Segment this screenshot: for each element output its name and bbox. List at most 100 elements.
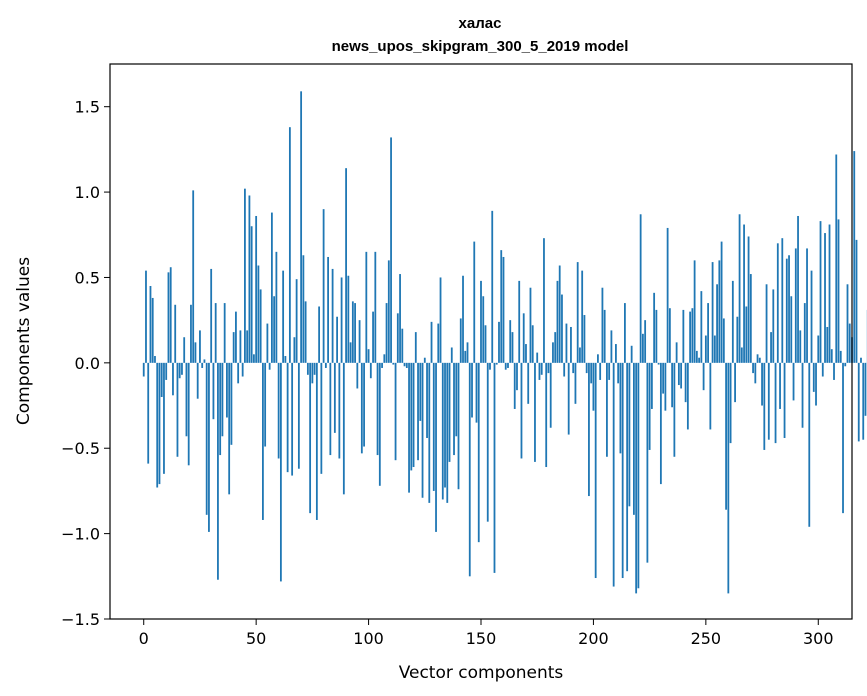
bar <box>208 362 210 532</box>
bar <box>466 342 469 363</box>
y-axis-ticks: −1.5 −1.0 −0.5 0.0 0.5 1.0 1.5 <box>61 98 110 629</box>
bar <box>444 362 446 488</box>
bar <box>439 277 442 363</box>
bar <box>545 362 548 468</box>
bar <box>446 362 449 503</box>
bar <box>833 362 835 380</box>
bar <box>169 267 172 363</box>
bar <box>853 151 856 363</box>
bar <box>264 362 267 447</box>
bar <box>297 362 300 469</box>
bar <box>558 265 561 363</box>
bar <box>709 362 712 430</box>
bar <box>619 362 622 454</box>
bar <box>273 296 276 363</box>
bar <box>266 323 269 363</box>
bar <box>453 362 455 456</box>
bar <box>511 332 514 363</box>
bar <box>473 241 476 363</box>
bar <box>277 362 280 459</box>
bar <box>689 311 692 363</box>
bar <box>552 342 554 363</box>
bar <box>754 362 757 384</box>
bar <box>190 304 192 363</box>
bar <box>650 362 653 409</box>
bar <box>527 362 530 404</box>
bar <box>160 362 163 397</box>
bar <box>839 350 842 363</box>
bar <box>734 362 736 403</box>
bar <box>628 362 631 507</box>
bar <box>779 362 781 409</box>
bar <box>556 280 559 363</box>
bar <box>376 362 379 456</box>
bar <box>228 362 231 495</box>
bar <box>815 362 817 406</box>
bar <box>163 362 165 474</box>
bar <box>300 91 303 363</box>
bar <box>576 262 579 363</box>
bar <box>295 279 298 363</box>
bar <box>797 215 799 363</box>
bar <box>666 227 669 363</box>
bar <box>624 303 626 363</box>
bar <box>313 362 316 375</box>
bar <box>365 251 368 363</box>
y-tick-label: −1.0 <box>61 525 100 544</box>
bar <box>536 352 539 363</box>
bar <box>716 284 718 363</box>
bar <box>758 357 761 363</box>
bar <box>606 362 608 457</box>
bar <box>223 303 226 363</box>
x-tick-label: 50 <box>246 629 266 648</box>
bar <box>731 280 734 363</box>
bar <box>767 362 770 440</box>
bar <box>394 362 397 461</box>
bar <box>518 280 521 363</box>
bar <box>504 362 507 370</box>
bar <box>770 332 772 363</box>
bar <box>396 313 399 363</box>
bar <box>187 362 190 466</box>
bar <box>785 258 788 363</box>
bar <box>570 326 572 363</box>
bar <box>549 362 552 428</box>
bar <box>630 345 633 363</box>
bar <box>387 260 390 363</box>
bar <box>713 335 716 363</box>
bar <box>844 362 847 367</box>
chart-title: халас <box>459 15 502 32</box>
bar <box>698 357 700 363</box>
bar <box>226 362 228 418</box>
bar <box>509 320 512 363</box>
bar <box>824 233 826 363</box>
bar <box>765 284 768 363</box>
bar <box>210 268 213 363</box>
bar <box>309 362 312 514</box>
bar <box>430 321 433 363</box>
bar <box>680 362 683 389</box>
bar <box>507 362 509 368</box>
bar <box>738 214 741 363</box>
bar <box>342 362 345 495</box>
bar <box>493 362 496 573</box>
bar <box>801 362 804 428</box>
bar <box>821 362 824 377</box>
bar <box>682 309 685 363</box>
bar <box>763 362 766 450</box>
bar <box>790 296 793 363</box>
bar <box>812 362 815 392</box>
bar <box>585 362 588 374</box>
bar <box>437 323 440 363</box>
bar <box>324 362 327 368</box>
bar <box>174 304 177 363</box>
bar <box>673 362 676 457</box>
bar <box>621 362 624 579</box>
bar <box>644 320 647 363</box>
bar <box>354 303 356 363</box>
bar <box>178 362 181 379</box>
bar <box>336 316 338 363</box>
bar <box>597 354 599 363</box>
bar <box>239 330 242 363</box>
